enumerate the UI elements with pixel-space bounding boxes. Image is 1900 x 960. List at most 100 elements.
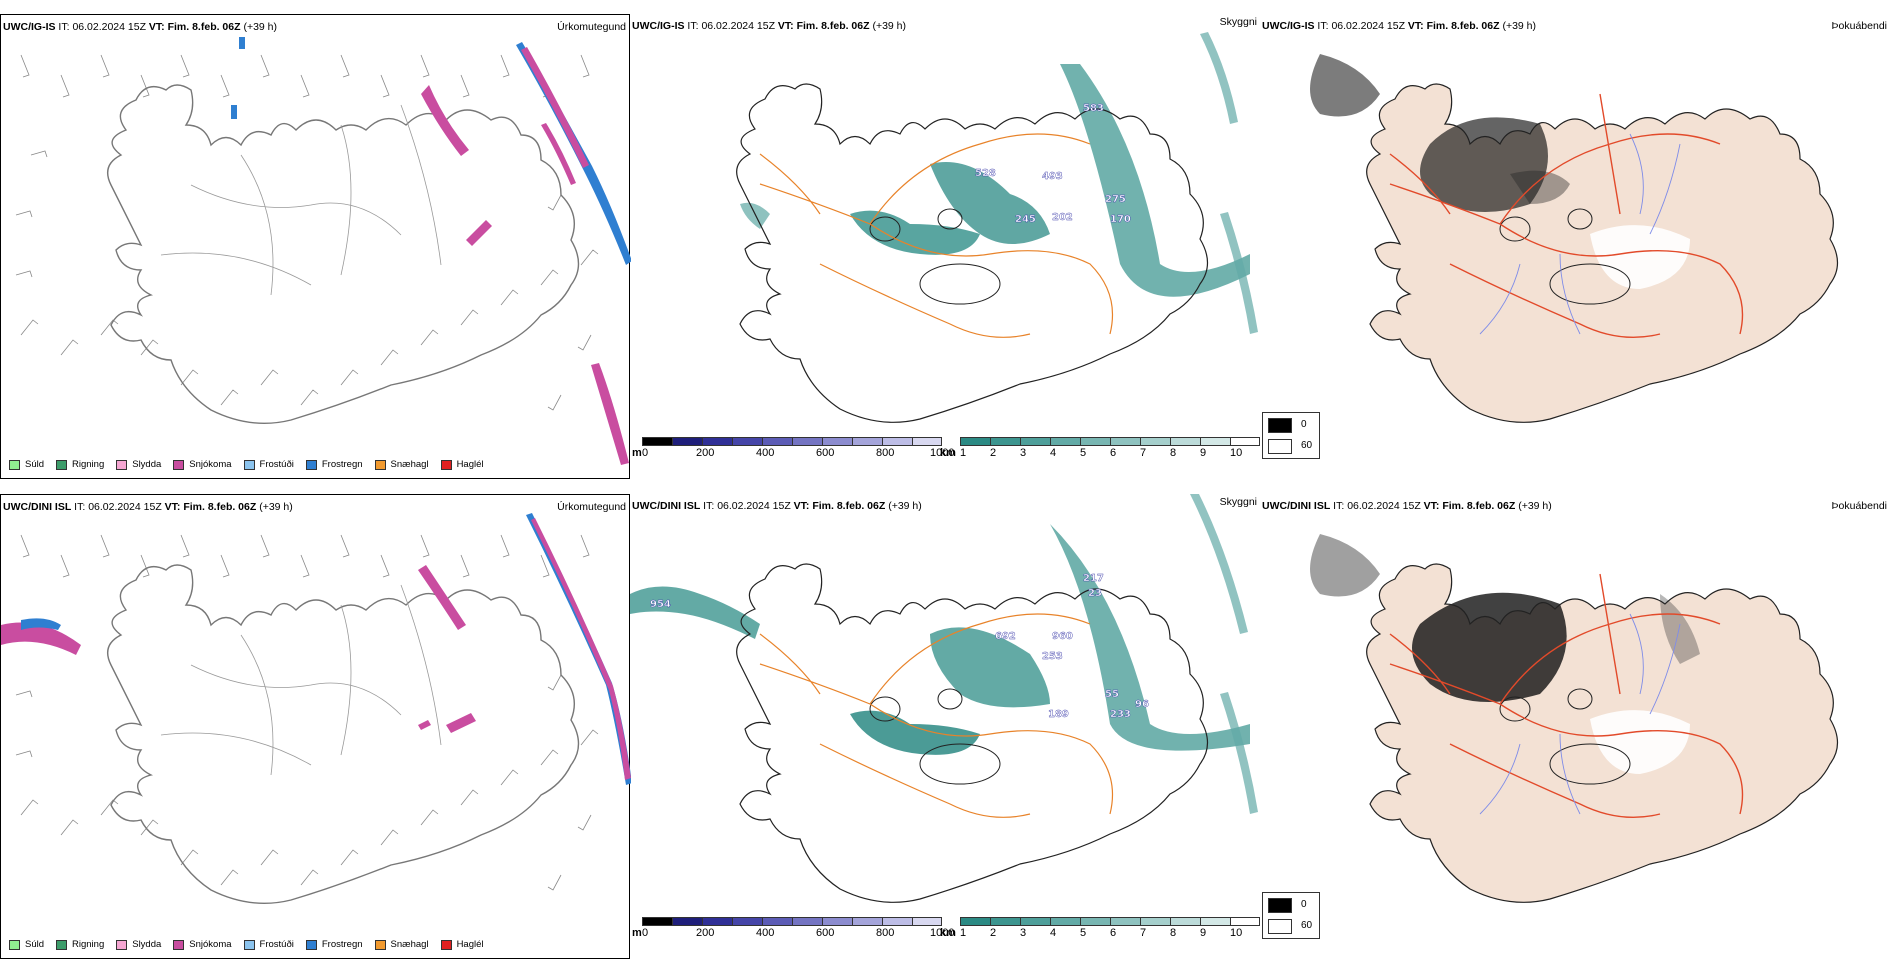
fog-swatch-0 bbox=[1268, 898, 1292, 913]
vis-tick: 1 bbox=[960, 447, 967, 459]
vis-tick: 2 bbox=[990, 927, 997, 939]
panel-title-fog: Þokuábendi bbox=[1831, 500, 1887, 512]
height-tick: 400 bbox=[756, 927, 775, 939]
height-tick: 1000 bbox=[930, 927, 955, 939]
legend-item-sudl: Súld bbox=[9, 939, 44, 950]
height-tick: 400 bbox=[756, 447, 775, 459]
precip-legend: Súld Rigning Slydda Snjókoma Frostúði Fr… bbox=[9, 939, 484, 950]
height-unit: m bbox=[632, 447, 642, 459]
height-tick: 800 bbox=[876, 927, 895, 939]
vis-tick: 8 bbox=[1170, 447, 1177, 459]
vis-tick: 9 bbox=[1200, 447, 1207, 459]
cloud-label: 96 bbox=[1135, 699, 1149, 710]
legend-item-sudl: Súld bbox=[9, 459, 44, 470]
vis-tick: 8 bbox=[1170, 927, 1177, 939]
cloud-label: 245 bbox=[1015, 214, 1036, 225]
vis-tick: 4 bbox=[1050, 447, 1057, 459]
panel-title-fog: Þokuábendi bbox=[1831, 20, 1887, 32]
vis-tick: 5 bbox=[1080, 927, 1087, 939]
fog-legend-label: 0 bbox=[1301, 899, 1307, 910]
header-row2-vis: UWC/DINI ISL IT: 06.02.2024 15Z VT: Fim.… bbox=[632, 500, 922, 512]
cloud-label: 493 bbox=[1042, 171, 1063, 182]
legend-item-rigning: Rigning bbox=[56, 939, 104, 950]
precip-type-panel-row1: UWC/IG-IS IT: 06.02.2024 15Z VT: Fim. 8.… bbox=[0, 14, 631, 479]
fog-swatch-60 bbox=[1268, 439, 1292, 454]
fog-map-row1 bbox=[1310, 54, 1890, 479]
fog-legend-label: 0 bbox=[1301, 419, 1307, 430]
fog-legend-label: 60 bbox=[1301, 920, 1313, 931]
panel-title-visibility: Skyggni bbox=[1219, 496, 1257, 508]
cloud-label: 253 bbox=[1042, 651, 1063, 662]
cloud-label: 233 bbox=[1110, 709, 1131, 720]
vis-tick: 4 bbox=[1050, 927, 1057, 939]
legend-item-slydda: Slydda bbox=[116, 939, 161, 950]
vis-tick: 10 bbox=[1230, 927, 1243, 939]
cloud-label: 583 bbox=[1083, 103, 1104, 114]
fog-swatch-0 bbox=[1268, 418, 1292, 433]
height-tick: 200 bbox=[696, 927, 715, 939]
visibility-unit: km bbox=[940, 447, 956, 459]
panel-title-visibility: Skyggni bbox=[1219, 16, 1257, 28]
visibility-colorbar bbox=[960, 437, 1260, 446]
legend-item-haglel: Haglél bbox=[440, 939, 484, 950]
height-tick: 800 bbox=[876, 447, 895, 459]
precip-type-panel-row2: UWC/DINI ISL IT: 06.02.2024 15Z VT: Fim.… bbox=[0, 494, 631, 960]
vis-tick: 7 bbox=[1140, 447, 1147, 459]
cloud-label: 960 bbox=[1052, 631, 1073, 642]
precip-map-row2 bbox=[1, 513, 631, 960]
legend-item-frostudi: Frostúði bbox=[243, 939, 294, 950]
panel-title-precip: Úrkomutegund bbox=[557, 501, 626, 513]
cloud-label: 954 bbox=[650, 599, 671, 610]
fog-swatch-60 bbox=[1268, 919, 1292, 934]
height-colorbar bbox=[642, 917, 942, 926]
vis-tick: 9 bbox=[1200, 927, 1207, 939]
colorbars-row1: m 0 200 400 600 800 1000 km 1 2 3 4 5 6 … bbox=[630, 437, 1260, 467]
height-unit: m bbox=[632, 927, 642, 939]
precip-legend: Súld Rigning Slydda Snjókoma Frostúði Fr… bbox=[9, 459, 484, 470]
cloud-label: 528 bbox=[975, 168, 996, 179]
vis-tick: 10 bbox=[1230, 447, 1243, 459]
height-tick: 600 bbox=[816, 447, 835, 459]
cloud-base-labels-row1: 583 528 493 245 202 275 170 bbox=[975, 103, 1131, 225]
cloud-label: 202 bbox=[1052, 212, 1073, 223]
legend-item-slydda: Slydda bbox=[116, 459, 161, 470]
cloud-label: 55 bbox=[1105, 689, 1119, 700]
visibility-unit: km bbox=[940, 927, 956, 939]
legend-item-rigning: Rigning bbox=[56, 459, 104, 470]
legend-item-frostregn: Frostregn bbox=[305, 939, 363, 950]
header-row2-precip: UWC/DINI ISL IT: 06.02.2024 15Z VT: Fim.… bbox=[3, 501, 293, 513]
panel-title-precip: Úrkomutegund bbox=[557, 21, 626, 33]
vis-tick: 1 bbox=[960, 927, 967, 939]
cloud-label: 23 bbox=[1088, 588, 1102, 599]
fog-legend: 0 60 bbox=[1262, 412, 1320, 459]
vis-tick: 2 bbox=[990, 447, 997, 459]
vis-tick: 7 bbox=[1140, 927, 1147, 939]
legend-item-snjokoma: Snjókoma bbox=[173, 939, 232, 950]
cloud-label: 217 bbox=[1083, 573, 1104, 584]
fog-legend-label: 60 bbox=[1301, 440, 1313, 451]
visibility-panel-row2: 954 217 23 6 9 2 960 253 189 55 233 96 Sky… bbox=[630, 494, 1260, 959]
legend-item-snaehagl: Snæhagl bbox=[374, 939, 429, 950]
cloud-label: 275 bbox=[1105, 194, 1126, 205]
cloud-label: 170 bbox=[1110, 214, 1131, 225]
legend-item-frostudi: Frostúði bbox=[243, 459, 294, 470]
precip-map-row1 bbox=[15, 37, 631, 465]
legend-item-snjokoma: Snjókoma bbox=[173, 459, 232, 470]
header-row1-precip: UWC/IG-IS IT: 06.02.2024 15Z VT: Fim. 8.… bbox=[3, 21, 278, 33]
cloud-base-labels-row2: 954 217 23 692 960 253 189 55 233 96 bbox=[650, 573, 1149, 720]
fog-legend: 0 60 bbox=[1262, 892, 1320, 939]
vis-tick: 5 bbox=[1080, 447, 1087, 459]
fog-panel-row2: Þokuábendi UWC/DINI ISL IT: 06.02.2024 1… bbox=[1260, 494, 1890, 959]
vis-tick: 6 bbox=[1110, 927, 1117, 939]
height-tick: 600 bbox=[816, 927, 835, 939]
vis-tick: 3 bbox=[1020, 927, 1027, 939]
visibility-map-row2: 954 217 23 6 9 2 960 253 189 55 233 96 bbox=[630, 494, 1258, 959]
cloud-label: 189 bbox=[1048, 709, 1069, 720]
height-tick: 0 bbox=[642, 447, 649, 459]
height-tick: 0 bbox=[642, 927, 649, 939]
height-tick: 200 bbox=[696, 447, 715, 459]
vis-tick: 6 bbox=[1110, 447, 1117, 459]
vis-tick: 3 bbox=[1020, 447, 1027, 459]
legend-item-frostregn: Frostregn bbox=[305, 459, 363, 470]
height-tick: 1000 bbox=[930, 447, 955, 459]
